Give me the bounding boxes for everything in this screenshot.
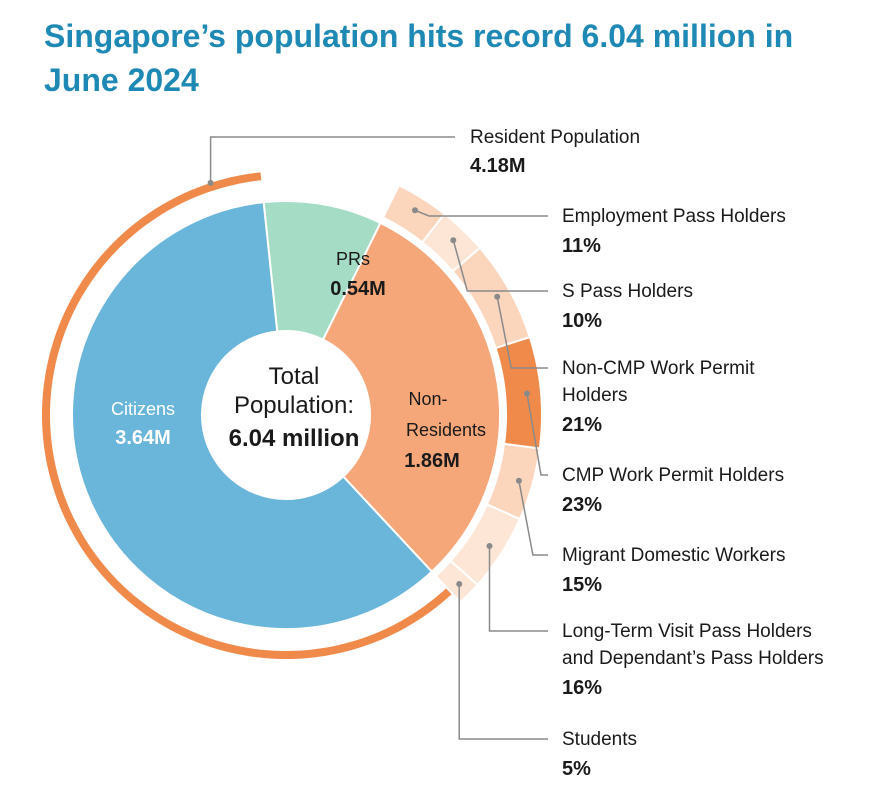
breakdown-leader-dot-6 bbox=[486, 543, 493, 549]
prs-value: 0.54M bbox=[330, 278, 386, 300]
breakdown-label-3-line1: Non-CMP Work Permit bbox=[562, 358, 755, 379]
inner-donut bbox=[71, 200, 501, 630]
breakdown-pct-1: 11% bbox=[562, 235, 601, 257]
breakdown-labels: Employment Pass Holders 11% S Pass Holders… bbox=[562, 206, 824, 780]
resident-leader-line bbox=[209, 136, 455, 183]
center-label: Total Population: 6.04 million bbox=[202, 331, 370, 499]
chart-title: Singapore’s population hits record 6.04 … bbox=[44, 18, 794, 98]
breakdown-pct-6: 16% bbox=[562, 677, 602, 699]
citizens-value: 3.64M bbox=[115, 427, 171, 449]
non-residents-value: 1.86M bbox=[404, 450, 460, 472]
center-total-value: 6.04 million bbox=[229, 425, 360, 452]
breakdown-pct-5: 15% bbox=[562, 574, 602, 596]
breakdown-pct-7: 5% bbox=[562, 758, 591, 780]
breakdown-pct-2: 10% bbox=[562, 310, 602, 332]
resident-leader-dot bbox=[207, 179, 214, 186]
breakdown-leader-dot-2 bbox=[450, 237, 457, 244]
breakdown-label-5-line1: Migrant Domestic Workers bbox=[562, 545, 785, 566]
breakdown-leader-4 bbox=[526, 393, 548, 476]
breakdown-label-1-line1: Employment Pass Holders bbox=[562, 206, 786, 227]
breakdown-leader-dot-3 bbox=[494, 293, 501, 300]
breakdown-pct-4: 23% bbox=[562, 494, 602, 516]
breakdown-leader-5 bbox=[518, 480, 548, 556]
non-resident-outer-ring bbox=[381, 183, 543, 604]
leader-lines bbox=[207, 136, 548, 740]
inner-segment-labels: Citizens 3.64M PRs 0.54M Non- Residents … bbox=[111, 249, 486, 472]
center-total-text: Total bbox=[269, 363, 320, 390]
breakdown-label-7-line1: Students bbox=[562, 729, 637, 750]
breakdown-label-4-line1: CMP Work Permit Holders bbox=[562, 465, 784, 486]
breakdown-label-3-line2: Holders bbox=[562, 385, 627, 406]
resident-population-value: 4.18M bbox=[470, 155, 526, 177]
breakdown-leader-2 bbox=[452, 240, 548, 292]
breakdown-pct-3: 21% bbox=[562, 414, 602, 436]
breakdown-segment-4 bbox=[494, 335, 543, 450]
breakdown-leader-dot-1 bbox=[412, 207, 418, 214]
breakdown-label-2-line1: S Pass Holders bbox=[562, 281, 693, 302]
breakdown-segment-7 bbox=[434, 559, 479, 604]
breakdown-leader-dot-5 bbox=[515, 477, 522, 484]
non-residents-label-line2: Residents bbox=[406, 420, 486, 440]
breakdown-leader-3 bbox=[496, 296, 548, 369]
breakdown-label-6-line2: and Dependant’s Pass Holders bbox=[562, 648, 824, 669]
breakdown-leader-6 bbox=[488, 546, 548, 632]
resident-label: Resident Population 4.18M bbox=[470, 127, 640, 177]
non-residents-label-line1: Non- bbox=[408, 389, 447, 409]
breakdown-leader-1 bbox=[414, 209, 548, 217]
citizens-label: Citizens bbox=[111, 399, 175, 419]
prs-label: PRs bbox=[336, 249, 370, 269]
resident-population-label: Resident Population bbox=[470, 127, 640, 148]
breakdown-leader-7 bbox=[458, 584, 548, 740]
breakdown-leader-dot-7 bbox=[456, 581, 463, 587]
center-population-text: Population: bbox=[234, 392, 354, 419]
breakdown-leader-dot-4 bbox=[524, 390, 530, 397]
breakdown-label-6-line1: Long-Term Visit Pass Holders bbox=[562, 621, 812, 642]
center-hole bbox=[202, 331, 370, 499]
